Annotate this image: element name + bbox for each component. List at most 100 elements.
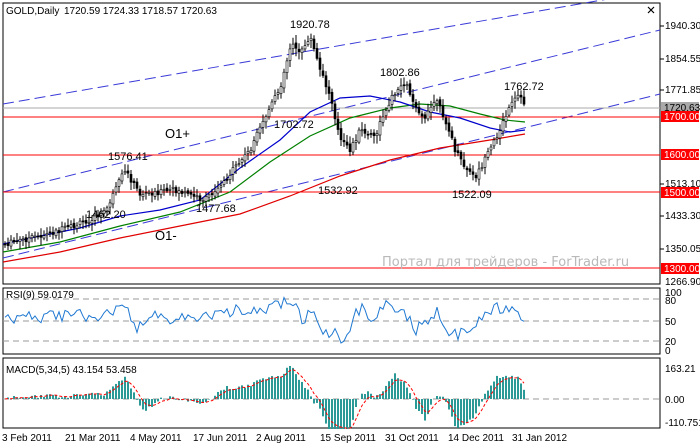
candle-body xyxy=(375,133,379,136)
x-label-3: 17 Jun 2011 xyxy=(193,433,248,444)
candle-body xyxy=(348,143,352,152)
macd-bar xyxy=(376,395,378,399)
candle-body xyxy=(354,140,358,143)
macd-bar xyxy=(403,381,405,399)
candle-body xyxy=(333,103,337,120)
macd-bar xyxy=(217,391,219,399)
candle-body xyxy=(210,193,214,196)
candle-body xyxy=(345,141,349,146)
macd-bar xyxy=(484,393,486,399)
candle-body xyxy=(207,194,211,198)
macd-bar xyxy=(457,399,459,428)
candle-body xyxy=(438,99,442,107)
macd-bar xyxy=(37,397,39,399)
macd-bar xyxy=(418,399,420,412)
chart-close-icon[interactable] xyxy=(646,4,656,14)
macd-bar xyxy=(493,381,495,399)
candle-body xyxy=(147,191,151,194)
candle-body xyxy=(117,179,121,187)
candle-body xyxy=(435,100,439,104)
macd-bar xyxy=(472,399,474,419)
macd-bar xyxy=(322,399,324,417)
candle-body xyxy=(378,121,382,136)
macd-bar xyxy=(445,399,447,402)
candle-body xyxy=(306,41,310,45)
candle-body xyxy=(144,192,148,194)
macd-bar xyxy=(139,399,141,406)
candle-body xyxy=(513,97,517,102)
candle-body xyxy=(357,129,361,143)
macd-bar xyxy=(61,397,63,399)
candle-body xyxy=(252,140,256,152)
macd-bar xyxy=(346,399,348,429)
candle-body xyxy=(243,154,247,162)
candle-body xyxy=(225,178,229,181)
macd-bar xyxy=(490,385,492,399)
candle-body xyxy=(213,191,217,197)
candle-body xyxy=(300,48,304,53)
candle-body xyxy=(366,133,370,136)
candle-body xyxy=(39,235,43,238)
candle-body xyxy=(456,150,460,154)
candle-body xyxy=(432,102,436,107)
macd-bar xyxy=(67,397,69,399)
macd-bar xyxy=(313,399,315,404)
x-label-5: 15 Sep 2011 xyxy=(320,433,376,444)
macd-bar xyxy=(94,394,96,399)
macd-bar xyxy=(295,374,297,399)
macd-bar xyxy=(298,379,300,399)
macd-bar xyxy=(148,399,150,407)
macd-bar xyxy=(487,390,489,399)
candle-body xyxy=(123,171,127,174)
candle-body xyxy=(138,188,142,196)
svg-text:1300.00: 1300.00 xyxy=(664,264,700,275)
candle-body xyxy=(132,180,136,183)
macd-bar xyxy=(412,399,414,400)
label-o1-plus: O1+ xyxy=(165,126,190,141)
candle-body xyxy=(372,132,376,137)
svg-text:1500.00: 1500.00 xyxy=(664,188,700,199)
candle-body xyxy=(447,122,451,132)
macd-bar xyxy=(64,396,66,399)
macd-bar xyxy=(409,393,411,399)
candle-body xyxy=(120,173,124,182)
macd-bar xyxy=(406,387,408,399)
candle-body xyxy=(411,94,415,102)
macd-bar xyxy=(202,399,204,403)
candle-body xyxy=(3,243,7,246)
macd-tick-top: 163.21 xyxy=(665,364,696,375)
candle-body xyxy=(330,91,334,104)
macd-bar xyxy=(13,395,15,399)
candle-body xyxy=(264,116,268,123)
macd-bar xyxy=(481,399,483,402)
macd-bar xyxy=(436,396,438,399)
macd-bar xyxy=(46,394,48,399)
candle-body xyxy=(192,193,196,197)
macd-bar xyxy=(310,396,312,399)
macd-bar xyxy=(34,395,36,399)
macd-bar xyxy=(328,399,330,429)
macd-bar xyxy=(268,377,270,399)
candle-body xyxy=(27,237,31,243)
macd-bar xyxy=(22,397,24,399)
candle-body xyxy=(288,48,292,61)
macd-bar xyxy=(214,395,216,399)
channel-middle-line xyxy=(2,29,661,193)
macd-bar xyxy=(496,375,498,399)
candle-body xyxy=(222,180,226,185)
macd-bar xyxy=(319,399,321,409)
price-tick-7: 1350.05 xyxy=(665,244,700,255)
candle-body xyxy=(258,126,262,134)
annotation-1532-92: 1532.92 xyxy=(318,185,358,197)
macd-bar xyxy=(19,398,21,399)
macd-bar xyxy=(124,376,126,399)
macd-bar xyxy=(226,385,228,399)
candle-body xyxy=(141,194,145,197)
macd-bar xyxy=(499,378,501,399)
candle-body xyxy=(81,220,85,223)
symbol-title: GOLD,Daily xyxy=(6,6,59,17)
macd-bar xyxy=(361,393,363,399)
macd-bar xyxy=(43,396,45,399)
candle-body xyxy=(504,116,508,122)
macd-bar xyxy=(385,385,387,399)
